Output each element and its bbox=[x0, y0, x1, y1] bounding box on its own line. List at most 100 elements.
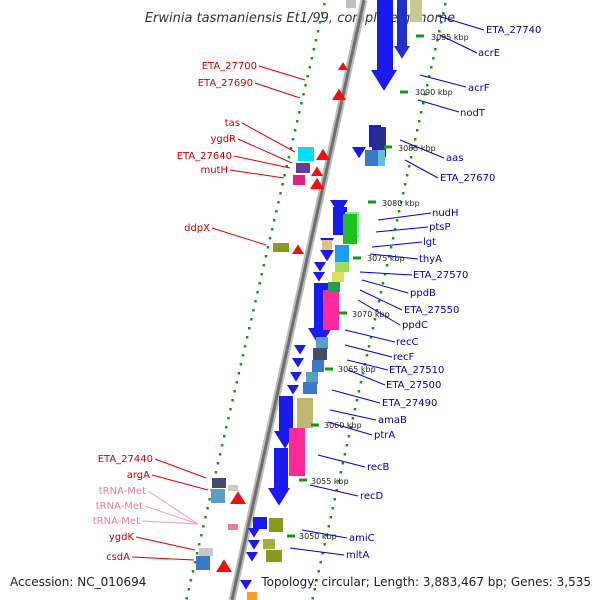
gene-label: tas bbox=[225, 118, 240, 129]
leader-line bbox=[301, 529, 348, 539]
gene-arrow bbox=[320, 250, 334, 262]
ring-dot bbox=[279, 192, 282, 195]
ring-dot bbox=[191, 570, 195, 573]
ring-dot bbox=[331, 507, 335, 510]
ring-dot bbox=[264, 255, 268, 258]
ring-dot bbox=[355, 399, 359, 402]
ring-dot bbox=[401, 192, 405, 195]
gene-block bbox=[316, 337, 328, 349]
ring-dot bbox=[323, 543, 327, 546]
leader-line bbox=[135, 536, 196, 551]
ring-dot bbox=[287, 156, 291, 159]
ring-dot bbox=[421, 102, 425, 105]
ring-dot bbox=[208, 498, 211, 501]
gene-label: recD bbox=[360, 491, 384, 502]
gene-arrow bbox=[290, 372, 302, 382]
gene-label: recF bbox=[393, 352, 415, 363]
genome-backbone-core bbox=[230, 0, 366, 600]
gene-block bbox=[199, 548, 213, 556]
ring-dot bbox=[270, 228, 274, 231]
gene-label: ppdC bbox=[402, 320, 428, 331]
ring-dot bbox=[218, 453, 222, 456]
gene-arrow bbox=[248, 540, 260, 550]
ring-dot bbox=[312, 48, 316, 51]
ring-dot bbox=[216, 462, 220, 465]
ring-dot bbox=[329, 516, 333, 519]
ring-dot bbox=[291, 138, 295, 141]
ring-dot bbox=[187, 588, 191, 591]
ring-dot bbox=[353, 408, 357, 411]
gene-block bbox=[269, 518, 283, 532]
leader-line bbox=[344, 344, 393, 358]
ring-dot bbox=[193, 561, 197, 564]
gene-block bbox=[377, 0, 393, 70]
ring-dot bbox=[371, 327, 375, 330]
gene-block bbox=[328, 282, 340, 292]
gene-block bbox=[228, 524, 238, 530]
leader-line bbox=[359, 271, 413, 276]
ring-dot bbox=[428, 75, 431, 78]
ring-dot bbox=[379, 291, 383, 294]
ring-dot bbox=[337, 480, 341, 483]
gene-label: ygdR bbox=[210, 134, 236, 145]
leader-line bbox=[211, 227, 267, 246]
ring-dot bbox=[316, 30, 320, 33]
ring-dot bbox=[285, 165, 289, 168]
ring-dot bbox=[197, 543, 201, 546]
ring-dot bbox=[202, 525, 205, 528]
gene-arrow bbox=[294, 345, 306, 355]
gene-block bbox=[335, 245, 349, 263]
kbp-tick: 3085 kbp bbox=[398, 144, 436, 153]
leader-line bbox=[419, 74, 467, 88]
ring-dot bbox=[222, 435, 226, 438]
gene-block bbox=[312, 360, 324, 372]
topology-text: Topology: circular; Length: 3,883,467 bp… bbox=[260, 575, 591, 589]
kbp-tick: 3095 kbp bbox=[431, 33, 469, 42]
ring-dot bbox=[323, 3, 326, 6]
ring-dot bbox=[298, 111, 301, 114]
ring-dot bbox=[200, 534, 203, 537]
gene-block bbox=[274, 448, 288, 488]
leader-line bbox=[377, 212, 432, 221]
feature-layer bbox=[196, 0, 422, 600]
ring-dot bbox=[413, 138, 417, 141]
ring-dot bbox=[393, 228, 397, 231]
gene-arrow bbox=[330, 200, 348, 215]
trna-labels: tRNA-Met tRNA-Met tRNA-Met bbox=[93, 486, 146, 527]
leader-line bbox=[369, 253, 419, 260]
outer-dotted-ring bbox=[185, 3, 326, 600]
gene-label: csdA bbox=[106, 552, 130, 563]
ring-dot bbox=[426, 84, 429, 87]
ring-dot bbox=[318, 21, 322, 24]
ring-dot bbox=[254, 300, 257, 303]
gene-arrow bbox=[314, 262, 326, 272]
gene-label: ETA_27740 bbox=[486, 25, 541, 36]
gene-label: amiC bbox=[349, 533, 375, 544]
gene-label: aas bbox=[446, 153, 463, 164]
gene-arrow bbox=[292, 358, 304, 368]
ring-dot bbox=[277, 201, 280, 204]
kbp-tick: 3090 kbp bbox=[415, 88, 453, 97]
minus-strand-labels: ETA_27700 ETA_27690 tas ygdR ETA_27640 m… bbox=[98, 61, 257, 563]
gene-label: amaB bbox=[378, 415, 407, 426]
ring-dot bbox=[262, 264, 266, 267]
gene-arrow bbox=[311, 166, 323, 176]
gene-label: recB bbox=[367, 462, 390, 473]
kbp-tick: 3050 kbp bbox=[299, 532, 337, 541]
kbp-tick-labels: 3095 kbp 3090 kbp 3085 kbp 3080 kbp 3075… bbox=[299, 33, 469, 541]
ring-dot bbox=[339, 471, 343, 474]
ring-dot bbox=[189, 579, 193, 582]
ring-dot bbox=[241, 354, 245, 357]
ring-dot bbox=[440, 21, 443, 24]
leader-line bbox=[141, 520, 199, 525]
leader-line bbox=[439, 34, 478, 54]
ring-dot bbox=[325, 534, 329, 537]
gene-arrow bbox=[292, 244, 304, 254]
kbp-tick: 3075 kbp bbox=[367, 254, 405, 263]
gene-label: ddpX bbox=[184, 223, 210, 234]
ring-dot bbox=[359, 381, 363, 384]
leader-line bbox=[241, 122, 296, 153]
kbp-tick-mark bbox=[353, 256, 361, 260]
ring-dot bbox=[335, 489, 339, 492]
kbp-tick: 3080 kbp bbox=[382, 199, 420, 208]
